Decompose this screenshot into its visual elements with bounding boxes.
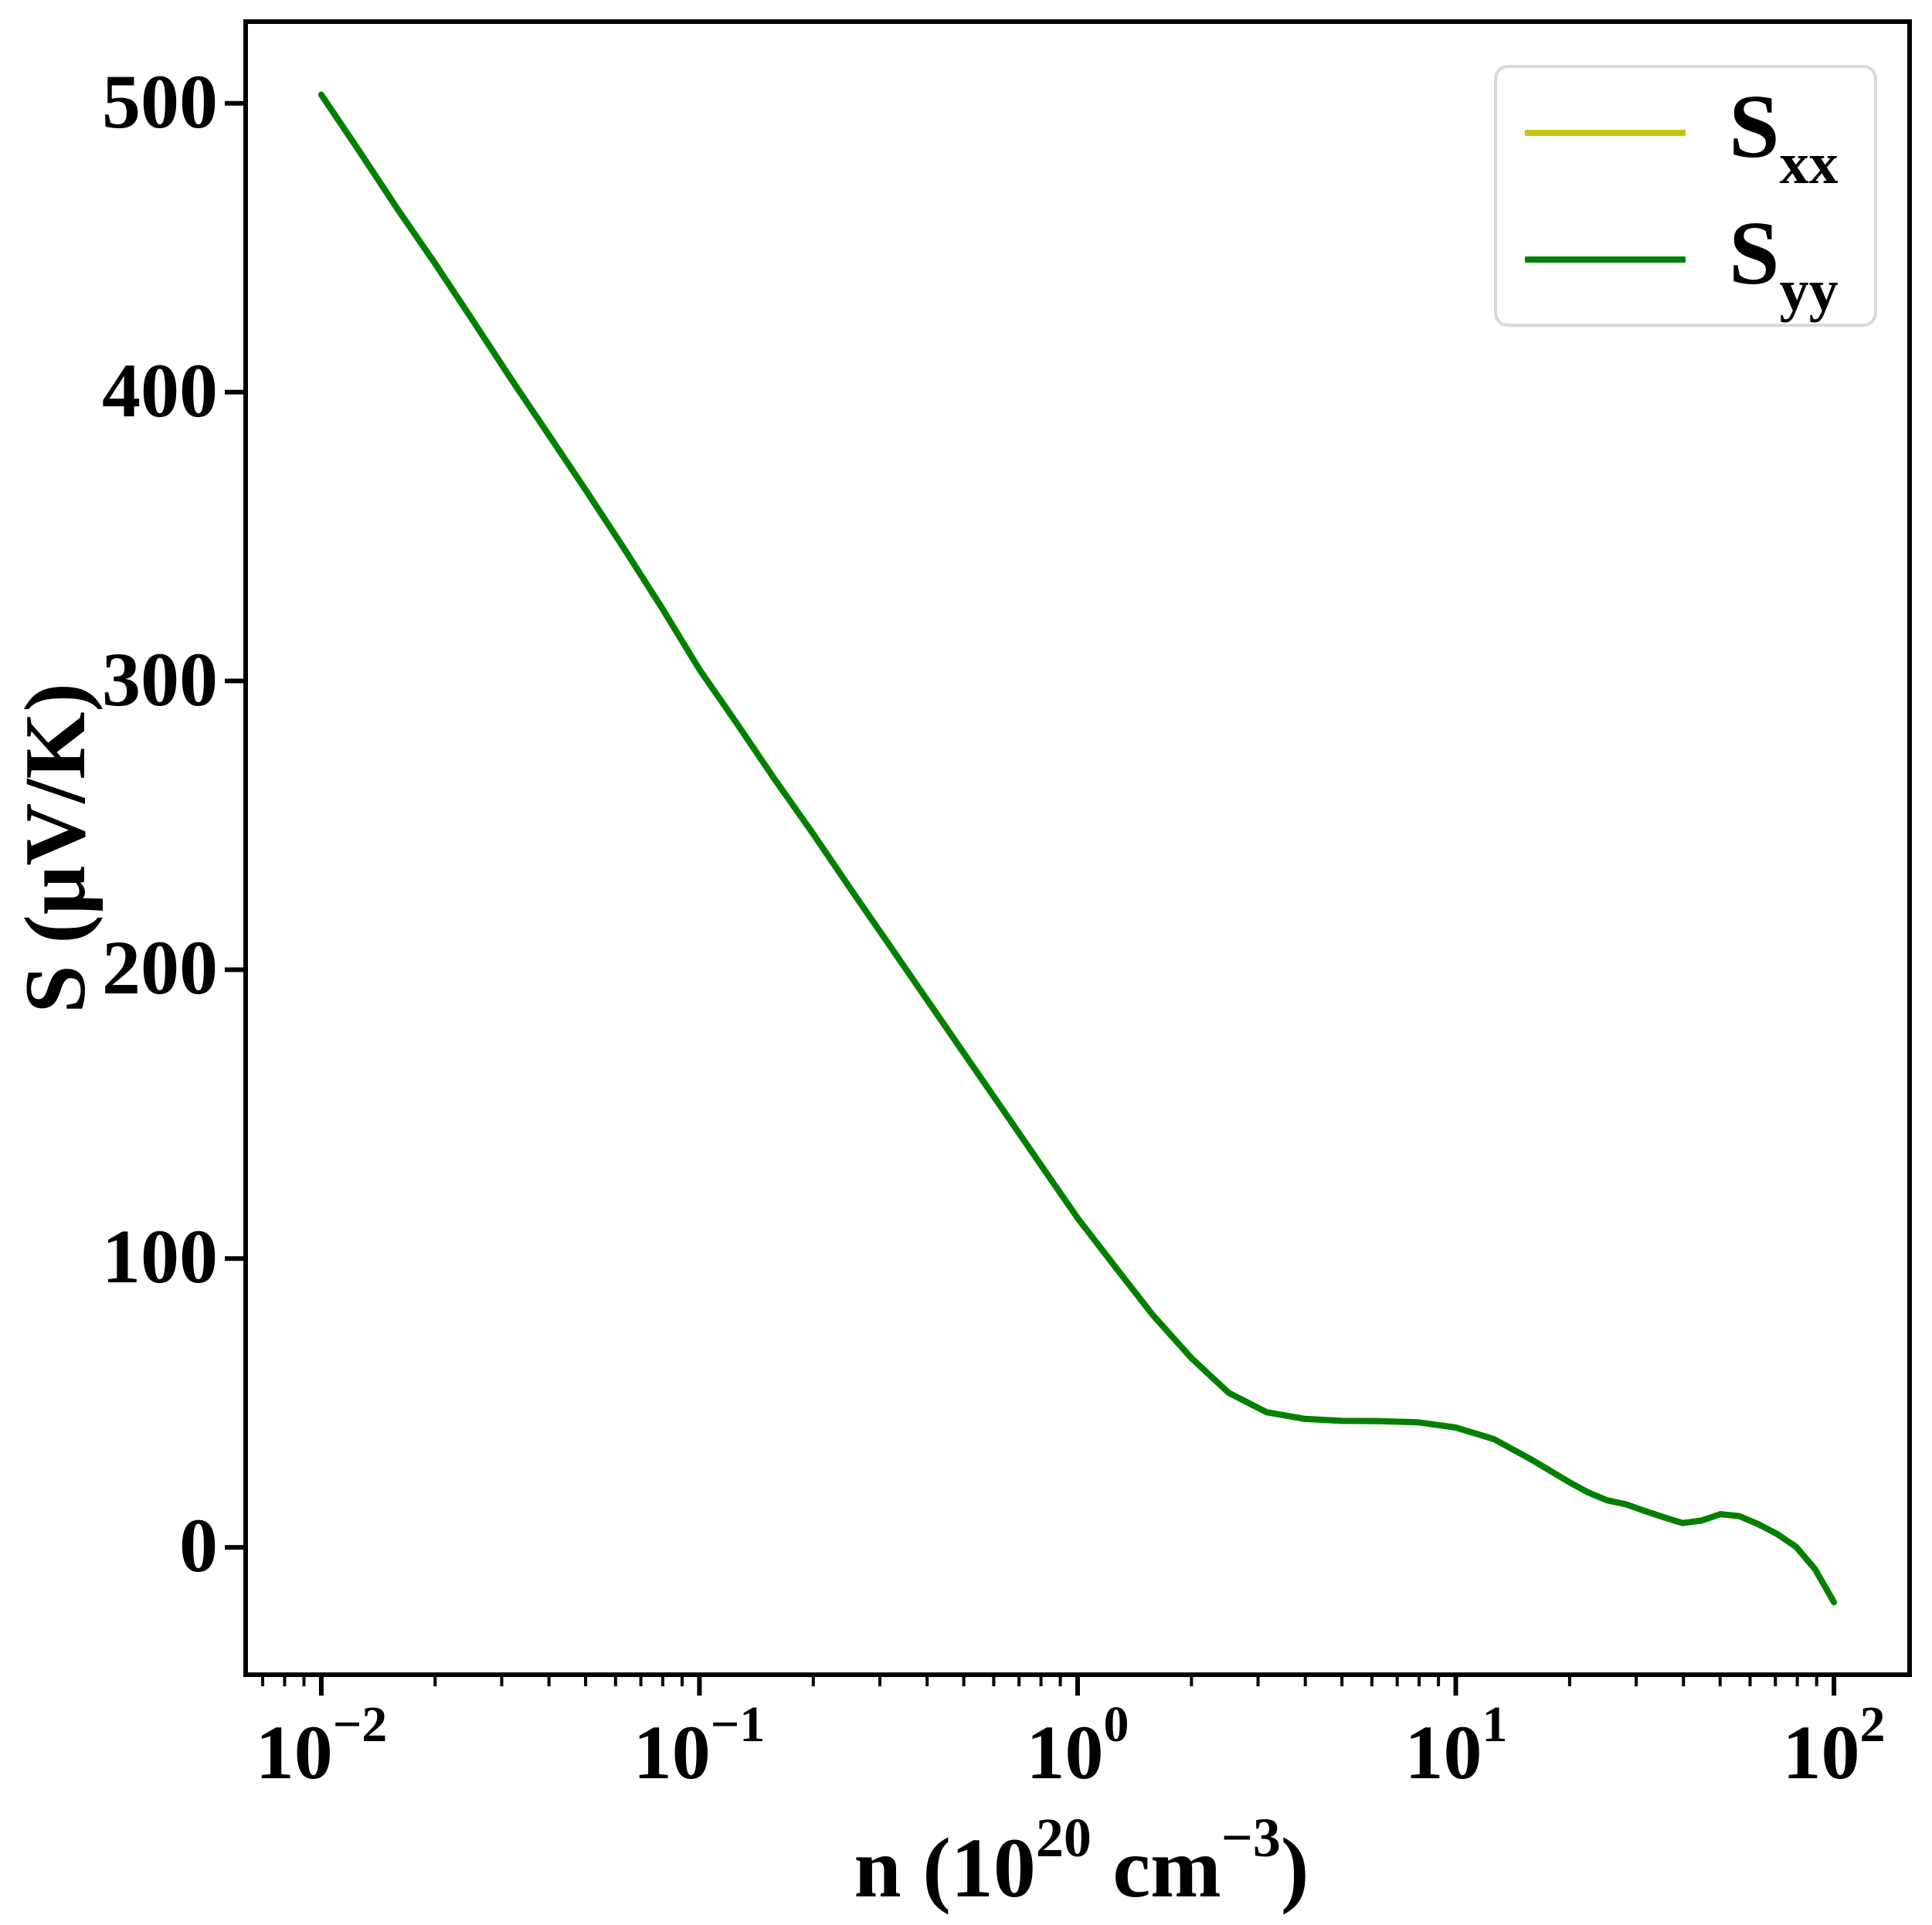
legend-label-syy-sub: yy: [1779, 258, 1839, 323]
x-tick-exponent: 1: [1482, 1696, 1508, 1753]
x-axis-label-suffix: ): [1280, 1821, 1309, 1915]
legend-label-sxx-base: S: [1729, 76, 1780, 177]
x-tick-base: 10: [255, 1709, 333, 1795]
x-tick-base: 10: [1782, 1709, 1860, 1795]
legend-label-syy: Syy: [1729, 208, 1839, 323]
y-axis-label: S (μV/K): [8, 683, 104, 1013]
y-tick-label-300: 300: [102, 637, 218, 722]
y-tick-label-200: 200: [102, 925, 218, 1010]
legend-entry-sxx: Sxx: [1525, 81, 1851, 193]
y-tick-label-500: 500: [102, 59, 218, 144]
legend-label-sxx-sub: xx: [1779, 131, 1839, 196]
x-tick-label-10e−2: 10−2: [256, 1699, 388, 1791]
x-tick-exponent: 0: [1103, 1696, 1129, 1753]
sxx-line-swatch: [1525, 129, 1686, 136]
x-tick-exponent: −1: [710, 1696, 766, 1753]
x-tick-base: 10: [1404, 1709, 1482, 1795]
x-tick-exponent: 2: [1859, 1696, 1886, 1753]
x-axis-label: n (1020 cm−3): [854, 1810, 1309, 1910]
x-tick-exponent: −2: [332, 1696, 388, 1753]
x-tick-base: 10: [633, 1709, 711, 1795]
x-tick-label-10e2: 102: [1783, 1699, 1886, 1791]
x-axis-label-exponent-minus3: −3: [1221, 1807, 1281, 1869]
y-tick-label-100: 100: [102, 1214, 218, 1299]
legend-entry-syy: Syy: [1525, 208, 1851, 320]
y-tick-label-400: 400: [102, 348, 218, 433]
x-axis-label-exponent-20: 20: [1035, 1807, 1092, 1869]
syy-line-swatch: [1525, 256, 1686, 263]
series-s_yy-line: [317, 91, 1838, 1606]
x-tick-label-10e−1: 10−1: [633, 1699, 766, 1791]
legend-label-sxx: Sxx: [1729, 81, 1839, 196]
legend: Sxx Syy: [1494, 65, 1877, 327]
x-tick-base: 10: [1026, 1709, 1104, 1795]
y-tick-label-0: 0: [179, 1502, 218, 1588]
x-axis-label-prefix: n (10: [854, 1821, 1036, 1915]
x-axis-label-mid: cm: [1091, 1821, 1221, 1915]
x-tick-label-10e0: 100: [1027, 1699, 1129, 1791]
legend-label-syy-base: S: [1729, 202, 1780, 304]
x-tick-label-10e1: 101: [1405, 1699, 1508, 1791]
